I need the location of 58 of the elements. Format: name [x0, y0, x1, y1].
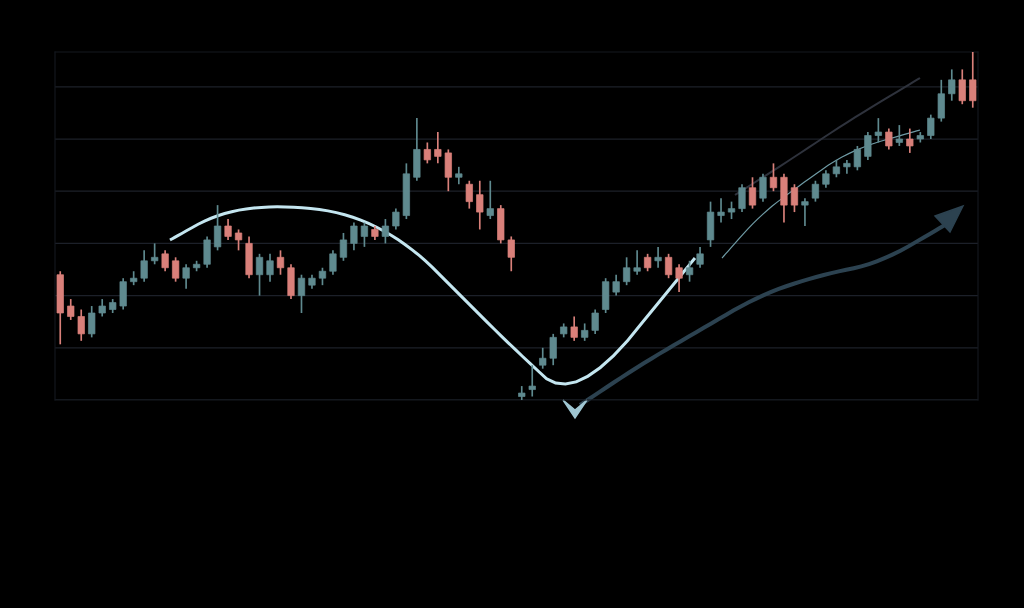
candlestick [381, 218, 389, 245]
candlestick [266, 253, 274, 283]
candlestick [685, 259, 694, 283]
candlestick [329, 249, 337, 276]
candlestick [297, 273, 306, 314]
candlestick [151, 242, 159, 266]
candlestick [528, 364, 536, 398]
candlestick [392, 207, 400, 231]
candlestick [906, 127, 914, 154]
candlestick [234, 228, 243, 252]
candlestick [801, 197, 809, 227]
candlestick [969, 52, 977, 109]
candlestick [255, 253, 264, 297]
candlestick [654, 246, 662, 269]
candlestick [769, 162, 778, 193]
candlestick [423, 141, 431, 165]
candlestick [874, 117, 882, 144]
candlestick [67, 298, 75, 321]
candlestick [140, 249, 148, 283]
candlestick [276, 249, 285, 276]
candlestick [790, 183, 799, 213]
candlestick [161, 249, 169, 273]
candlestick [539, 346, 547, 370]
candlestick [717, 197, 725, 224]
candlestick [182, 263, 190, 290]
candlestick [895, 124, 903, 147]
candlestick [958, 68, 966, 106]
candlestick [748, 176, 757, 210]
candlestick [360, 221, 369, 248]
candlestick [885, 127, 893, 151]
candlestick [350, 221, 358, 252]
candlestick [948, 68, 956, 102]
candlestick [927, 113, 935, 140]
candlestick [664, 253, 673, 280]
candlestick [591, 308, 599, 335]
candlestick [811, 179, 820, 203]
candlestick [339, 232, 348, 262]
candlestick [77, 308, 85, 342]
candlestick [675, 263, 683, 293]
candlestick [570, 315, 578, 342]
candlestick [465, 179, 473, 210]
candlestick [172, 256, 180, 283]
candlestick [738, 183, 746, 213]
candlestick [486, 179, 494, 220]
candlestick [623, 256, 631, 286]
candlestick [549, 333, 557, 367]
candlestick [696, 246, 704, 269]
candlestick [633, 249, 641, 276]
candlestick [213, 204, 222, 252]
candlestick [224, 218, 232, 241]
candlestick [759, 172, 767, 203]
candlestick [864, 131, 872, 161]
candlestick [612, 273, 620, 297]
candlestick [853, 145, 861, 172]
candlestick [88, 305, 96, 339]
candlestick [476, 179, 484, 231]
candlestick [507, 235, 515, 273]
candlestick [434, 131, 442, 165]
